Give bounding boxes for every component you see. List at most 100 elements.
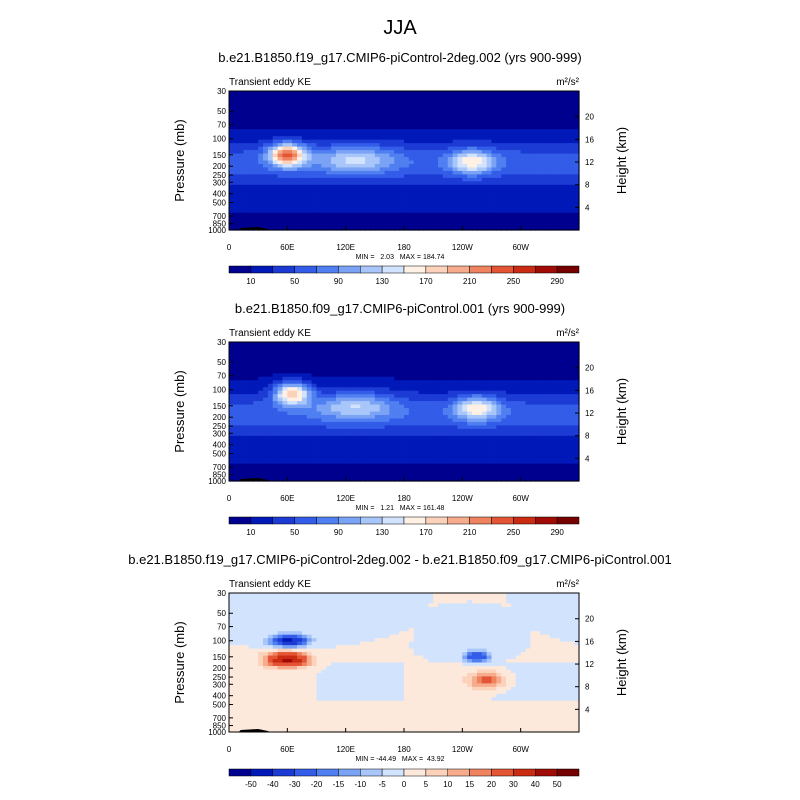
field-cell [418, 380, 425, 385]
field-cell [277, 463, 284, 468]
field-cell [345, 432, 352, 437]
field-cell [311, 177, 318, 182]
field-cell [311, 401, 318, 406]
field-cell [481, 226, 488, 231]
field-cell [452, 212, 459, 217]
field-cell [365, 223, 371, 228]
field-cell [369, 198, 376, 203]
field-cell [365, 366, 371, 371]
field-cell [267, 418, 274, 423]
field-cell [301, 414, 308, 420]
field-cell [365, 205, 371, 210]
field-cell [311, 181, 318, 186]
field-cell [297, 174, 303, 179]
field-cell [379, 129, 386, 134]
field-cell [544, 219, 551, 224]
field-cell [331, 198, 337, 203]
field-cell [544, 132, 551, 137]
field-cell [374, 456, 381, 461]
field-cell [282, 108, 288, 113]
field-cell [438, 143, 444, 148]
field-cell [472, 418, 478, 423]
field-cell [486, 104, 493, 109]
field-cell [345, 118, 352, 123]
field-cell [442, 387, 449, 392]
field-cell [233, 352, 240, 357]
field-cell [229, 115, 235, 120]
field-cell [559, 205, 566, 210]
field-cell [423, 209, 429, 214]
field-cell [369, 359, 376, 364]
field-cell [335, 362, 342, 367]
field-cell [350, 177, 356, 182]
field-cell [340, 411, 347, 416]
field-cell [238, 463, 245, 468]
field-cell [287, 355, 293, 360]
field-cell [404, 414, 410, 420]
field-cell [292, 146, 298, 151]
field-cell [535, 111, 541, 116]
field-cell [389, 442, 395, 447]
field-cell [408, 394, 415, 399]
field-cell [389, 150, 395, 155]
field-cell [389, 146, 395, 151]
field-cell [404, 170, 410, 176]
field-cell [467, 394, 473, 399]
field-cell [331, 366, 337, 371]
field-cell [340, 139, 347, 144]
field-cell [263, 425, 269, 430]
field-cell [462, 460, 468, 465]
field-cell [564, 195, 570, 200]
field-cell [486, 174, 493, 179]
field-cell [394, 174, 400, 179]
field-cell [394, 101, 400, 106]
field-cell [301, 435, 308, 440]
field-cell [486, 150, 493, 155]
field-cell [306, 97, 313, 103]
field-cell [282, 411, 288, 416]
field-cell [540, 143, 546, 148]
field-cell [316, 129, 322, 134]
field-cell [355, 146, 361, 151]
field-cell [423, 411, 429, 416]
field-cell [384, 373, 391, 378]
field-cell [467, 146, 473, 151]
field-cell [438, 177, 444, 182]
field-cell [335, 435, 342, 440]
field-cell [350, 401, 356, 406]
field-cell [413, 170, 420, 176]
field-cell [306, 146, 313, 151]
field-cell [350, 181, 356, 186]
field-cell [287, 414, 293, 420]
field-cell [238, 404, 245, 409]
field-cell [311, 216, 318, 221]
field-cell [263, 195, 269, 200]
field-cell [510, 146, 517, 151]
field-cell [316, 439, 322, 444]
field-cell [423, 348, 429, 354]
field-cell [258, 439, 264, 444]
field-cell [476, 212, 483, 217]
field-cell [452, 439, 459, 444]
field-cell [335, 143, 342, 148]
field-cell [535, 146, 541, 151]
field-cell [438, 91, 444, 96]
field-cell [243, 369, 250, 374]
field-cell [384, 414, 391, 420]
field-cell [243, 467, 250, 472]
field-cell [399, 223, 405, 228]
field-cell [384, 425, 391, 430]
field-cell [233, 345, 240, 350]
field-cell [515, 202, 522, 207]
min-max-label: MIN = 2.03 MAX = 184.74 [356, 254, 445, 261]
field-cell [267, 170, 274, 176]
field-cell [238, 157, 245, 162]
field-cell [442, 366, 449, 371]
field-cell [306, 359, 313, 364]
field-cell [404, 345, 410, 350]
field-cell [331, 432, 337, 437]
field-cell [350, 369, 356, 374]
field-cell [510, 226, 517, 231]
field-cell [413, 460, 420, 465]
field-cell [535, 195, 541, 200]
